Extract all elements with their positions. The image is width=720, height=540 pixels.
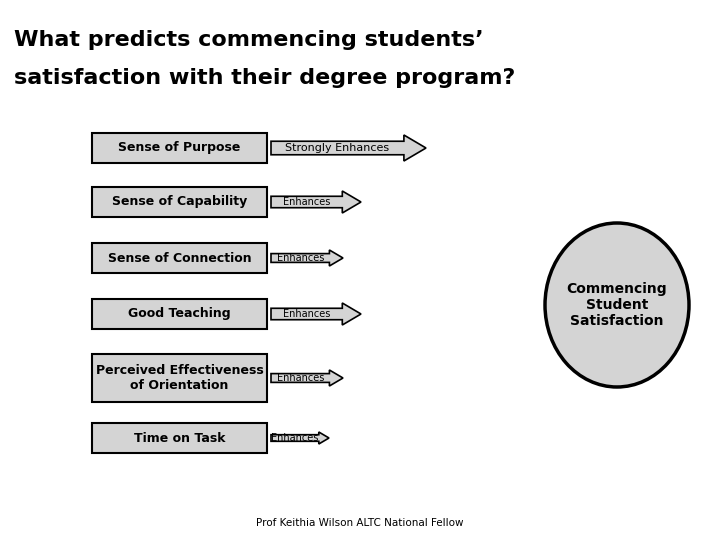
Text: Enhances: Enhances: [271, 433, 318, 443]
Text: Strongly Enhances: Strongly Enhances: [285, 143, 390, 153]
FancyBboxPatch shape: [92, 354, 267, 402]
Polygon shape: [271, 135, 426, 161]
Polygon shape: [271, 191, 361, 213]
FancyBboxPatch shape: [92, 423, 267, 453]
Text: Enhances: Enhances: [283, 309, 330, 319]
Text: Enhances: Enhances: [276, 373, 324, 383]
Polygon shape: [271, 432, 329, 444]
Text: Enhances: Enhances: [283, 197, 330, 207]
Text: satisfaction with their degree program?: satisfaction with their degree program?: [14, 68, 516, 88]
Polygon shape: [271, 370, 343, 386]
Polygon shape: [271, 250, 343, 266]
Text: Sense of Purpose: Sense of Purpose: [118, 141, 240, 154]
Ellipse shape: [545, 223, 689, 387]
Text: Prof Keithia Wilson ALTC National Fellow: Prof Keithia Wilson ALTC National Fellow: [256, 518, 464, 528]
Text: Sense of Capability: Sense of Capability: [112, 195, 247, 208]
Polygon shape: [271, 303, 361, 325]
FancyBboxPatch shape: [92, 187, 267, 217]
Text: Commencing
Student
Satisfaction: Commencing Student Satisfaction: [567, 282, 667, 328]
Text: What predicts commencing students’: What predicts commencing students’: [14, 30, 484, 50]
Text: Enhances: Enhances: [276, 253, 324, 263]
FancyBboxPatch shape: [92, 243, 267, 273]
FancyBboxPatch shape: [92, 299, 267, 329]
Text: Sense of Connection: Sense of Connection: [108, 252, 251, 265]
Text: Perceived Effectiveness
of Orientation: Perceived Effectiveness of Orientation: [96, 364, 264, 392]
FancyBboxPatch shape: [92, 133, 267, 163]
Text: Good Teaching: Good Teaching: [128, 307, 231, 321]
Text: Time on Task: Time on Task: [134, 431, 225, 444]
